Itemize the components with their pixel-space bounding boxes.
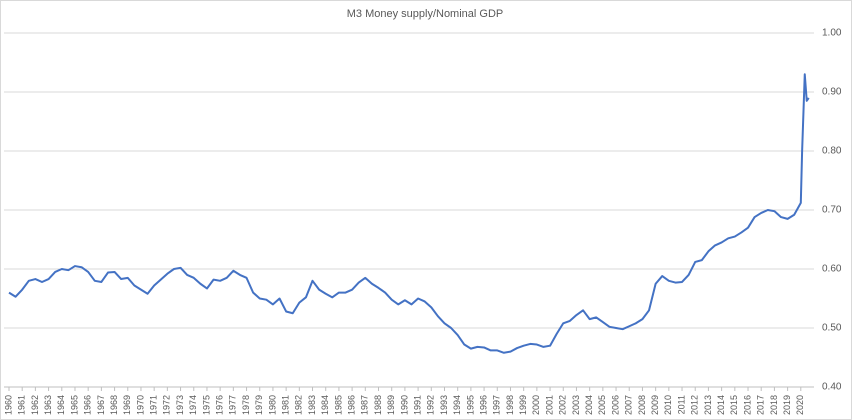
x-tick-label: 2013 xyxy=(703,395,713,415)
x-tick-label: 1996 xyxy=(478,395,488,415)
x-tick-label: 2009 xyxy=(650,395,660,415)
x-tick-label: 1997 xyxy=(492,395,502,415)
x-tick-label: 1965 xyxy=(69,395,79,415)
x-tick-label: 1980 xyxy=(267,395,277,415)
x-tick-label: 1966 xyxy=(83,395,93,415)
x-tick-label: 2002 xyxy=(558,395,568,415)
x-tick-label: 1967 xyxy=(96,395,106,415)
x-tick-label: 2017 xyxy=(756,395,766,415)
x-tick-label: 2006 xyxy=(610,395,620,415)
x-tick-label: 2007 xyxy=(624,395,634,415)
x-tick-label: 1973 xyxy=(175,395,185,415)
x-tick-label: 1974 xyxy=(188,395,198,415)
x-tick-label: 1988 xyxy=(373,395,383,415)
x-tick-label: 1968 xyxy=(109,395,119,415)
x-tick-label: 1998 xyxy=(505,395,515,415)
x-tick-label: 2011 xyxy=(676,395,686,414)
x-tick-label: 1999 xyxy=(518,395,528,415)
x-tick-label: 1982 xyxy=(294,395,304,415)
x-tick-label: 1964 xyxy=(56,395,66,415)
x-tick-label: 1960 xyxy=(3,395,13,415)
x-tick-label: 2010 xyxy=(663,395,673,415)
y-tick-label: 0.70 xyxy=(822,205,842,216)
x-tick-label: 1971 xyxy=(149,395,159,415)
x-tick-label: 1981 xyxy=(281,395,291,415)
y-tick-label: 1.00 xyxy=(822,28,842,39)
x-tick-label: 2001 xyxy=(544,395,554,415)
x-tick-label: 2005 xyxy=(597,395,607,415)
y-tick-label: 0.80 xyxy=(822,146,842,157)
x-tick-label: 1989 xyxy=(386,395,396,415)
x-tick-label: 1995 xyxy=(465,395,475,415)
x-tick-label: 1977 xyxy=(228,395,238,415)
x-tick-label: 2016 xyxy=(742,395,752,415)
data-line xyxy=(8,73,810,354)
x-tick-label: 2018 xyxy=(769,395,779,415)
x-tick-label: 1991 xyxy=(412,395,422,415)
chart-title: M3 Money supply/Nominal GDP xyxy=(347,8,504,20)
x-tick-label: 2003 xyxy=(571,395,581,415)
x-tick-label: 1961 xyxy=(17,395,27,415)
x-tick-label: 1984 xyxy=(320,395,330,415)
x-tick-label: 1993 xyxy=(439,395,449,415)
x-tick-label: 2019 xyxy=(782,395,792,415)
x-tick-label: 1994 xyxy=(452,395,462,415)
x-tick-label: 1963 xyxy=(43,395,53,415)
y-tick-label: 0.90 xyxy=(822,87,842,98)
x-tick-label: 1976 xyxy=(215,395,225,415)
x-tick-label: 1992 xyxy=(426,395,436,415)
y-tick-label: 0.40 xyxy=(822,382,842,393)
y-tick-label: 0.50 xyxy=(822,323,842,334)
x-tick-label: 1969 xyxy=(122,395,132,415)
x-tick-label: 2012 xyxy=(690,395,700,415)
x-tick-label: 2020 xyxy=(795,395,805,415)
x-tick-label: 1972 xyxy=(162,395,172,415)
y-tick-label: 0.60 xyxy=(822,264,842,275)
x-tick-label: 1975 xyxy=(201,395,211,415)
x-tick-label: 1978 xyxy=(241,395,251,415)
x-tick-label: 1962 xyxy=(30,395,40,415)
x-tick-label: 2004 xyxy=(584,395,594,415)
x-tick-label: 2000 xyxy=(531,395,541,415)
x-tick-label: 1983 xyxy=(307,395,317,415)
x-tick-label: 2015 xyxy=(729,395,739,415)
x-tick-label: 1987 xyxy=(360,395,370,415)
x-tick-label: 1985 xyxy=(333,395,343,415)
x-tick-label: 2008 xyxy=(637,395,647,415)
x-tick-label: 1990 xyxy=(399,395,409,415)
x-tick-label: 2014 xyxy=(716,395,726,415)
x-tick-label: 1970 xyxy=(135,395,145,415)
x-tick-label: 1986 xyxy=(346,395,356,415)
x-tick-label: 1979 xyxy=(254,395,264,415)
